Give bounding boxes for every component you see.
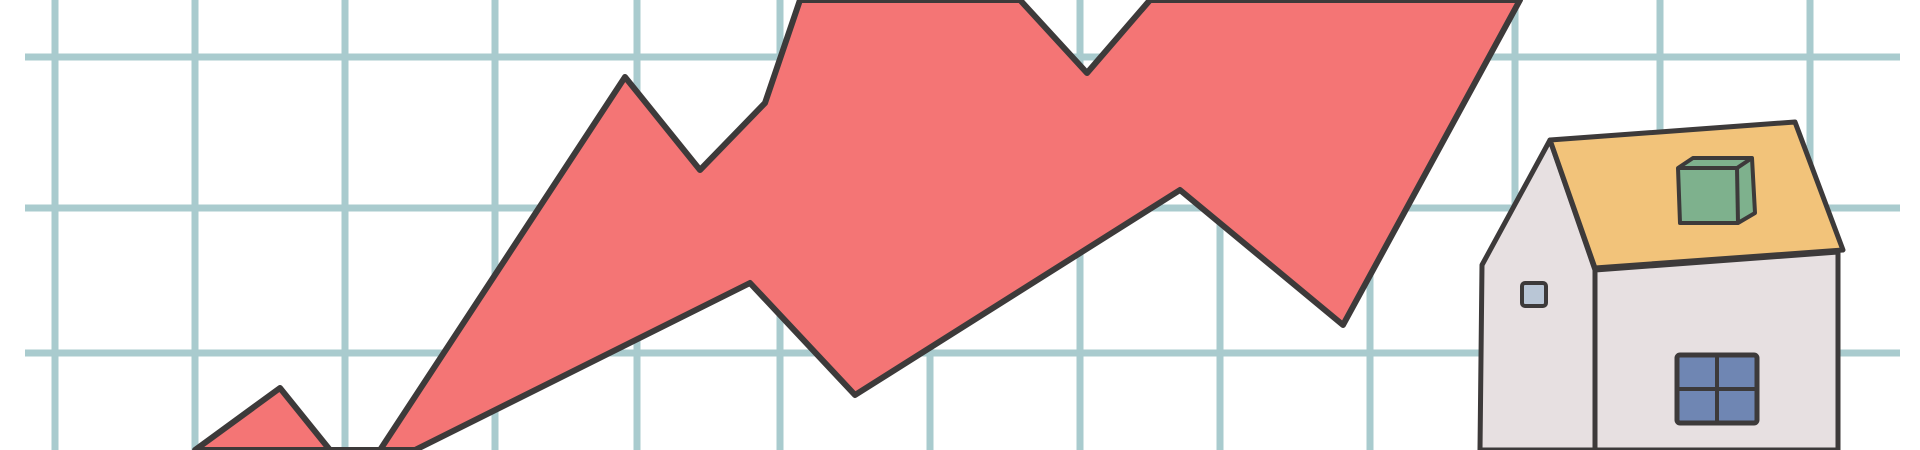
small-window-icon <box>1520 281 1548 308</box>
house-icon <box>1477 119 1846 450</box>
chimney-icon <box>1676 156 1757 225</box>
rising-arrow-icon <box>192 0 1523 450</box>
window-icon <box>1674 352 1760 426</box>
